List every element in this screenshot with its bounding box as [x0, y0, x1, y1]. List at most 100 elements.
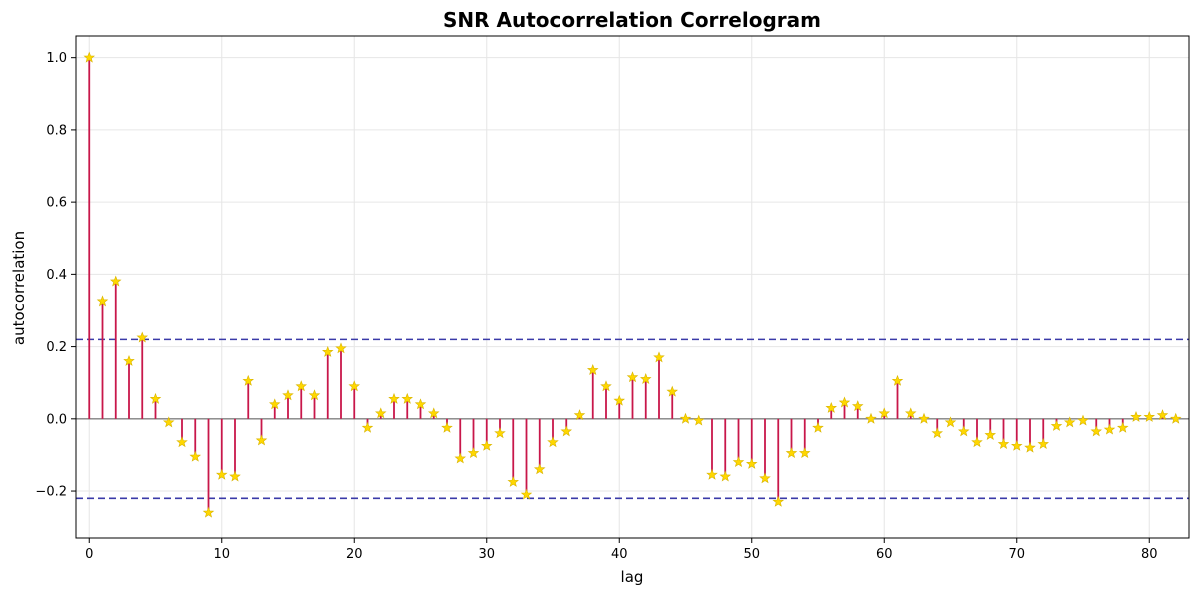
acf-marker: [719, 470, 732, 482]
acf-marker: [918, 412, 930, 424]
acf-marker: [679, 412, 692, 424]
acf-marker: [944, 416, 957, 428]
x-tick-label: 50: [743, 547, 760, 562]
acf-marker: [1130, 410, 1142, 422]
acf-marker: [162, 416, 175, 428]
acf-marker: [96, 295, 109, 307]
acf-marker: [891, 374, 904, 386]
acf-marker: [1156, 409, 1169, 421]
acf-marker: [812, 421, 824, 433]
acf-marker: [666, 385, 679, 397]
markers: [83, 51, 1182, 518]
acf-marker: [1024, 441, 1036, 453]
acf-marker: [374, 407, 387, 419]
acf-marker: [573, 409, 586, 421]
acf-marker: [931, 427, 944, 439]
y-ticks: −0.2 0.0 0.2 0.4 0.6 0.8 1.0: [35, 51, 76, 500]
acf-marker: [480, 439, 493, 451]
acf-marker: [361, 421, 374, 433]
y-tick-label: 0.6: [46, 196, 67, 211]
confidence-bounds: [76, 338, 1189, 500]
acf-marker: [957, 425, 970, 437]
acf-marker: [971, 436, 983, 448]
acf-marker: [414, 398, 427, 410]
acf-marker: [335, 342, 347, 354]
x-tick-label: 30: [478, 547, 495, 562]
acf-marker: [626, 371, 639, 383]
acf-marker: [745, 457, 758, 469]
acf-marker: [838, 396, 851, 408]
acf-marker: [639, 373, 652, 384]
acf-marker: [123, 354, 135, 366]
acf-marker: [600, 380, 612, 392]
acf-marker: [1063, 416, 1076, 428]
acf-marker: [560, 425, 573, 437]
x-tick-label: 10: [213, 547, 230, 562]
acf-marker: [295, 380, 308, 392]
acf-marker: [441, 421, 453, 433]
acf-marker: [1090, 425, 1103, 437]
acf-marker: [613, 394, 626, 406]
x-tick-label: 20: [346, 547, 363, 562]
acf-marker: [321, 345, 334, 357]
y-axis-label: autocorrelation: [10, 231, 28, 345]
acf-marker: [348, 380, 361, 392]
acf-marker: [984, 429, 997, 440]
x-axis-label: lag: [621, 568, 644, 586]
y-tick-label: −0.2: [35, 485, 67, 500]
acf-marker: [772, 495, 785, 507]
y-tick-label: 0.0: [46, 412, 67, 427]
acf-marker: [308, 389, 321, 401]
acf-marker: [904, 407, 917, 419]
acf-marker: [1050, 419, 1063, 431]
x-tick-label: 80: [1141, 547, 1158, 562]
x-tick-label: 0: [85, 547, 93, 562]
acf-marker: [83, 51, 96, 63]
acf-marker: [1116, 421, 1129, 433]
acf-marker: [229, 470, 241, 482]
y-tick-label: 0.8: [46, 123, 67, 138]
acf-marker: [785, 447, 798, 459]
acf-marker: [215, 468, 228, 480]
acf-marker: [1077, 414, 1089, 426]
acf-marker: [176, 436, 188, 448]
acf-marker: [653, 351, 665, 363]
acf-marker: [547, 436, 559, 448]
acf-marker: [520, 488, 533, 500]
acf-marker: [242, 374, 255, 386]
acf-marker: [427, 407, 440, 419]
acf-marker: [732, 456, 745, 468]
acf-marker: [1169, 412, 1182, 424]
y-tick-label: 0.4: [46, 268, 67, 283]
acf-marker: [109, 275, 122, 287]
acf-marker: [282, 389, 294, 401]
acf-marker: [586, 364, 599, 375]
acf-marker: [878, 407, 891, 419]
acf-marker: [136, 331, 149, 343]
acf-marker: [401, 392, 414, 404]
x-ticks: 0 10 20 30 40 50 60 70 80: [85, 538, 1158, 562]
plot-frame: [75, 35, 1190, 539]
stems: [88, 57, 1164, 513]
grid: [76, 36, 1189, 538]
acf-marker: [759, 472, 771, 484]
acf-marker: [189, 450, 202, 462]
acf-marker: [1103, 423, 1116, 435]
y-tick-label: 0.2: [46, 340, 67, 355]
acf-marker: [507, 475, 520, 487]
acf-marker: [149, 392, 162, 404]
acf-marker: [851, 400, 864, 412]
acf-marker: [533, 463, 546, 475]
acf-marker: [825, 401, 838, 413]
acf-marker: [798, 447, 811, 459]
acf-marker: [454, 452, 467, 464]
acf-marker: [706, 468, 718, 480]
acf-marker: [865, 412, 877, 424]
acf-marker: [1143, 410, 1156, 422]
x-tick-label: 70: [1008, 547, 1025, 562]
acf-marker: [467, 447, 480, 459]
chart-title: SNR Autocorrelation Correlogram: [443, 8, 821, 32]
y-tick-label: 1.0: [46, 51, 67, 66]
